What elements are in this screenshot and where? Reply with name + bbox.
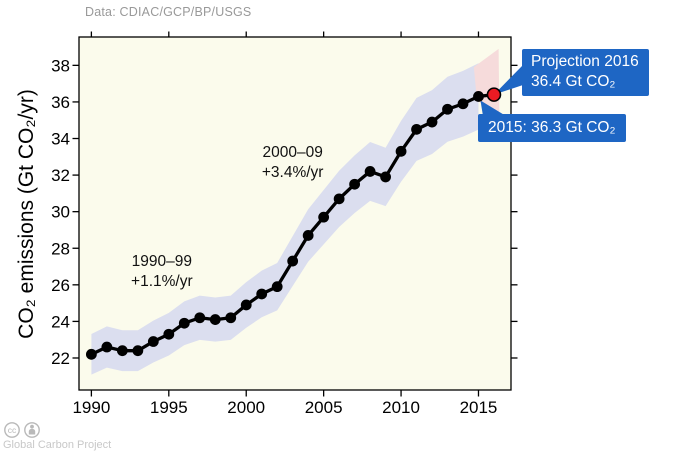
data-point bbox=[178, 317, 190, 329]
data-point bbox=[380, 171, 391, 183]
y-axis-title: CO₂ emissions (Gt CO₂/yr) bbox=[15, 89, 38, 339]
uncertainty-band bbox=[91, 63, 479, 375]
data-point bbox=[333, 193, 345, 205]
callout-pointer-projection bbox=[493, 65, 523, 95]
x-axis-tick-label: 2010 bbox=[382, 398, 420, 417]
data-point bbox=[147, 336, 159, 347]
callout-title: Projection 2016 bbox=[531, 53, 639, 70]
watermark: cc Global Carbon Project bbox=[3, 421, 111, 451]
data-point bbox=[411, 123, 422, 135]
data-point bbox=[349, 178, 361, 190]
data-point bbox=[395, 145, 407, 157]
data-point bbox=[473, 91, 484, 102]
data-point bbox=[287, 255, 299, 267]
data-source-label: Data: CDIAC/GCP/BP/USGS bbox=[85, 5, 252, 19]
data-point bbox=[163, 328, 175, 340]
annotation-period: 2000–09 bbox=[262, 144, 323, 162]
data-point bbox=[457, 98, 469, 110]
y-axis-tick-label: 24 bbox=[51, 312, 70, 331]
x-axis-tick-label: 1995 bbox=[150, 398, 188, 417]
callout-2015-value: 2015: 36.3 Gt CO₂ bbox=[478, 114, 626, 142]
data-point bbox=[364, 166, 376, 177]
x-axis-tick-label: 2005 bbox=[305, 398, 343, 417]
growth-annotation-2000s: 2000–09 +3.4%/yr bbox=[262, 143, 324, 183]
x-axis-tick-label: 2000 bbox=[227, 398, 265, 417]
data-point bbox=[85, 348, 97, 360]
data-point bbox=[256, 288, 268, 300]
data-point bbox=[209, 314, 221, 325]
annotation-period: 1990–99 bbox=[131, 253, 192, 271]
y-axis-tick-label: 28 bbox=[51, 239, 70, 258]
license-icons: cc bbox=[4, 422, 40, 438]
data-point bbox=[194, 312, 206, 324]
y-axis-tick-label: 22 bbox=[51, 349, 70, 368]
data-point bbox=[240, 299, 252, 311]
data-point bbox=[426, 116, 438, 128]
data-point bbox=[101, 341, 113, 353]
growth-annotation-1990s: 1990–99 +1.1%/yr bbox=[131, 252, 193, 292]
cc-icon: cc bbox=[4, 422, 20, 438]
data-point bbox=[318, 211, 330, 223]
projection-point bbox=[486, 87, 502, 102]
y-axis-tick-label: 26 bbox=[51, 276, 70, 295]
y-axis-tick-label: 30 bbox=[51, 203, 70, 222]
svg-text:cc: cc bbox=[8, 425, 17, 435]
data-point bbox=[271, 281, 283, 293]
x-axis-tick-label: 2015 bbox=[460, 398, 498, 417]
y-axis-tick-label: 34 bbox=[51, 130, 70, 149]
data-point bbox=[225, 312, 237, 324]
annotation-rate: +1.1%/yr bbox=[131, 273, 193, 291]
annotation-rate: +3.4%/yr bbox=[261, 164, 324, 182]
watermark-text: Global Carbon Project bbox=[3, 439, 112, 451]
y-axis-tick-label: 36 bbox=[51, 93, 70, 112]
x-axis-tick-label: 1990 bbox=[72, 398, 110, 417]
y-axis-tick-label: 32 bbox=[51, 166, 70, 185]
callout-value: 2015: 36.3 Gt CO₂ bbox=[488, 119, 616, 136]
callout-value: 36.4 Gt CO₂ bbox=[531, 73, 616, 90]
callout-projection-2016: Projection 2016 36.4 Gt CO₂ bbox=[522, 49, 649, 96]
data-point bbox=[132, 345, 144, 357]
plot-frame bbox=[78, 36, 512, 391]
data-point bbox=[302, 230, 314, 241]
data-point bbox=[442, 103, 453, 115]
y-axis-tick-label: 38 bbox=[51, 56, 70, 75]
callout-pointer-2015 bbox=[480, 100, 506, 116]
data-point bbox=[116, 345, 128, 357]
attribution-icon bbox=[24, 422, 40, 438]
